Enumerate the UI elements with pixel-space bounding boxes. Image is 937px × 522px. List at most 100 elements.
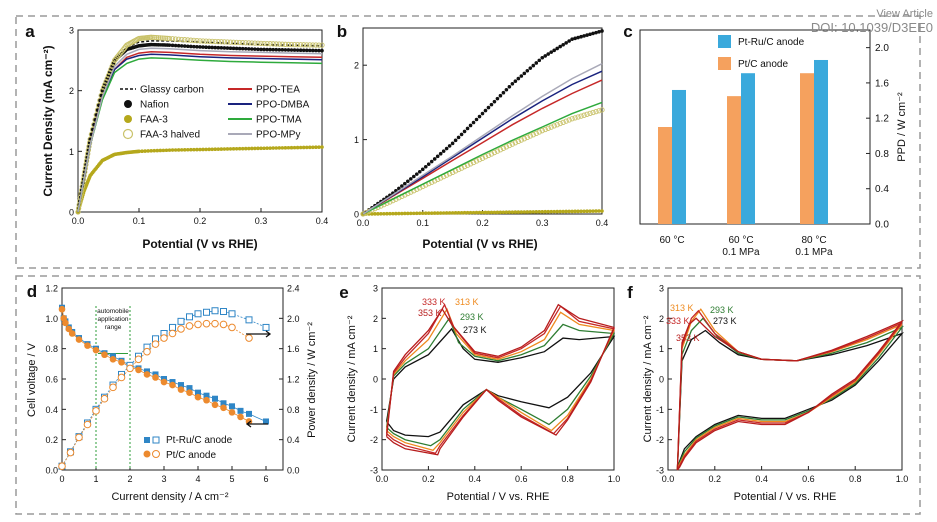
data-point xyxy=(179,36,185,43)
data-point xyxy=(320,48,324,53)
data-point xyxy=(491,149,498,156)
data-point xyxy=(222,147,227,151)
data-point xyxy=(467,161,474,167)
data-point xyxy=(447,211,452,215)
data-point xyxy=(519,210,524,214)
y-tick-label: 2 xyxy=(354,61,359,71)
data-point xyxy=(497,147,504,153)
data-point xyxy=(62,319,69,327)
x-tick-label: 0.8 xyxy=(561,474,574,484)
data-point xyxy=(134,355,143,364)
data-point xyxy=(456,135,461,140)
legend-label: PPO-MPy xyxy=(256,130,300,141)
bar xyxy=(741,73,755,224)
data-point xyxy=(192,147,196,152)
y2-tick-label: 1.6 xyxy=(287,344,300,354)
series-line xyxy=(676,308,903,471)
data-point xyxy=(160,334,168,342)
data-point xyxy=(471,210,476,215)
data-point xyxy=(455,166,462,173)
data-point xyxy=(198,45,202,49)
data-point xyxy=(186,313,193,321)
data-point xyxy=(597,209,601,213)
data-point xyxy=(230,39,237,45)
data-point xyxy=(530,132,536,138)
y-tick-label: -3 xyxy=(370,466,378,476)
data-point xyxy=(468,123,473,128)
data-point xyxy=(237,407,244,414)
data-point xyxy=(186,147,190,152)
data-point xyxy=(417,211,422,216)
data-point xyxy=(220,308,227,316)
data-point xyxy=(548,124,554,130)
y-tick-label: 0.0 xyxy=(875,220,889,231)
y-tick-label: 0 xyxy=(69,208,74,218)
category-label: 60 °C xyxy=(659,235,684,246)
data-point xyxy=(420,167,425,172)
data-point xyxy=(317,48,321,53)
data-point xyxy=(409,211,413,216)
data-point xyxy=(210,147,214,152)
data-point xyxy=(157,35,164,41)
data-point xyxy=(489,102,494,107)
bar xyxy=(658,127,672,224)
data-point xyxy=(313,42,319,48)
data-point xyxy=(465,126,470,131)
data-point xyxy=(459,210,464,215)
data-point xyxy=(435,154,440,159)
legend-swatch xyxy=(152,450,160,458)
data-point xyxy=(453,138,458,143)
y-tick-label: 0.4 xyxy=(875,184,889,195)
data-point xyxy=(304,145,309,150)
data-point xyxy=(234,146,239,151)
data-point xyxy=(250,47,254,51)
data-point xyxy=(297,42,304,48)
data-point xyxy=(585,209,589,214)
data-point xyxy=(304,42,310,48)
data-point xyxy=(581,112,587,118)
y-tick-label: 1 xyxy=(69,147,74,157)
data-point xyxy=(264,40,270,47)
data-point xyxy=(265,47,269,52)
legend-label: Pt/C anode xyxy=(166,450,216,461)
data-point xyxy=(271,47,276,52)
data-point xyxy=(486,210,491,215)
data-point xyxy=(109,383,117,392)
data-point xyxy=(485,152,492,159)
legend-label: PPO-DMBA xyxy=(256,100,310,111)
view-article-link[interactable]: View Article xyxy=(876,8,933,20)
data-point xyxy=(546,52,551,56)
data-point xyxy=(471,120,476,125)
data-point xyxy=(229,403,235,410)
x-tick-label: 0.0 xyxy=(357,218,370,228)
data-point xyxy=(117,373,126,382)
data-point xyxy=(220,404,227,412)
data-point xyxy=(237,146,242,151)
data-point xyxy=(506,142,513,149)
data-point xyxy=(477,210,482,215)
data-point xyxy=(292,145,297,150)
data-point xyxy=(249,40,255,46)
bar xyxy=(727,96,741,224)
series-line xyxy=(676,309,903,471)
data-point xyxy=(594,209,598,213)
data-point xyxy=(423,211,428,216)
temperature-label: 353 K xyxy=(418,308,442,318)
series-line xyxy=(61,323,250,467)
data-point xyxy=(492,99,497,104)
data-point xyxy=(403,211,407,216)
data-point xyxy=(225,46,230,50)
data-point xyxy=(394,211,398,216)
data-point xyxy=(228,310,236,318)
x-tick-label: 1 xyxy=(93,474,98,484)
data-point xyxy=(473,158,480,164)
x-tick-label: 0.4 xyxy=(596,218,609,228)
data-point xyxy=(169,381,176,389)
data-point xyxy=(304,48,309,53)
data-point xyxy=(155,148,160,153)
data-point xyxy=(531,210,536,214)
data-point xyxy=(551,123,557,129)
data-point xyxy=(498,93,503,98)
data-point xyxy=(504,210,509,215)
data-point xyxy=(225,147,230,151)
